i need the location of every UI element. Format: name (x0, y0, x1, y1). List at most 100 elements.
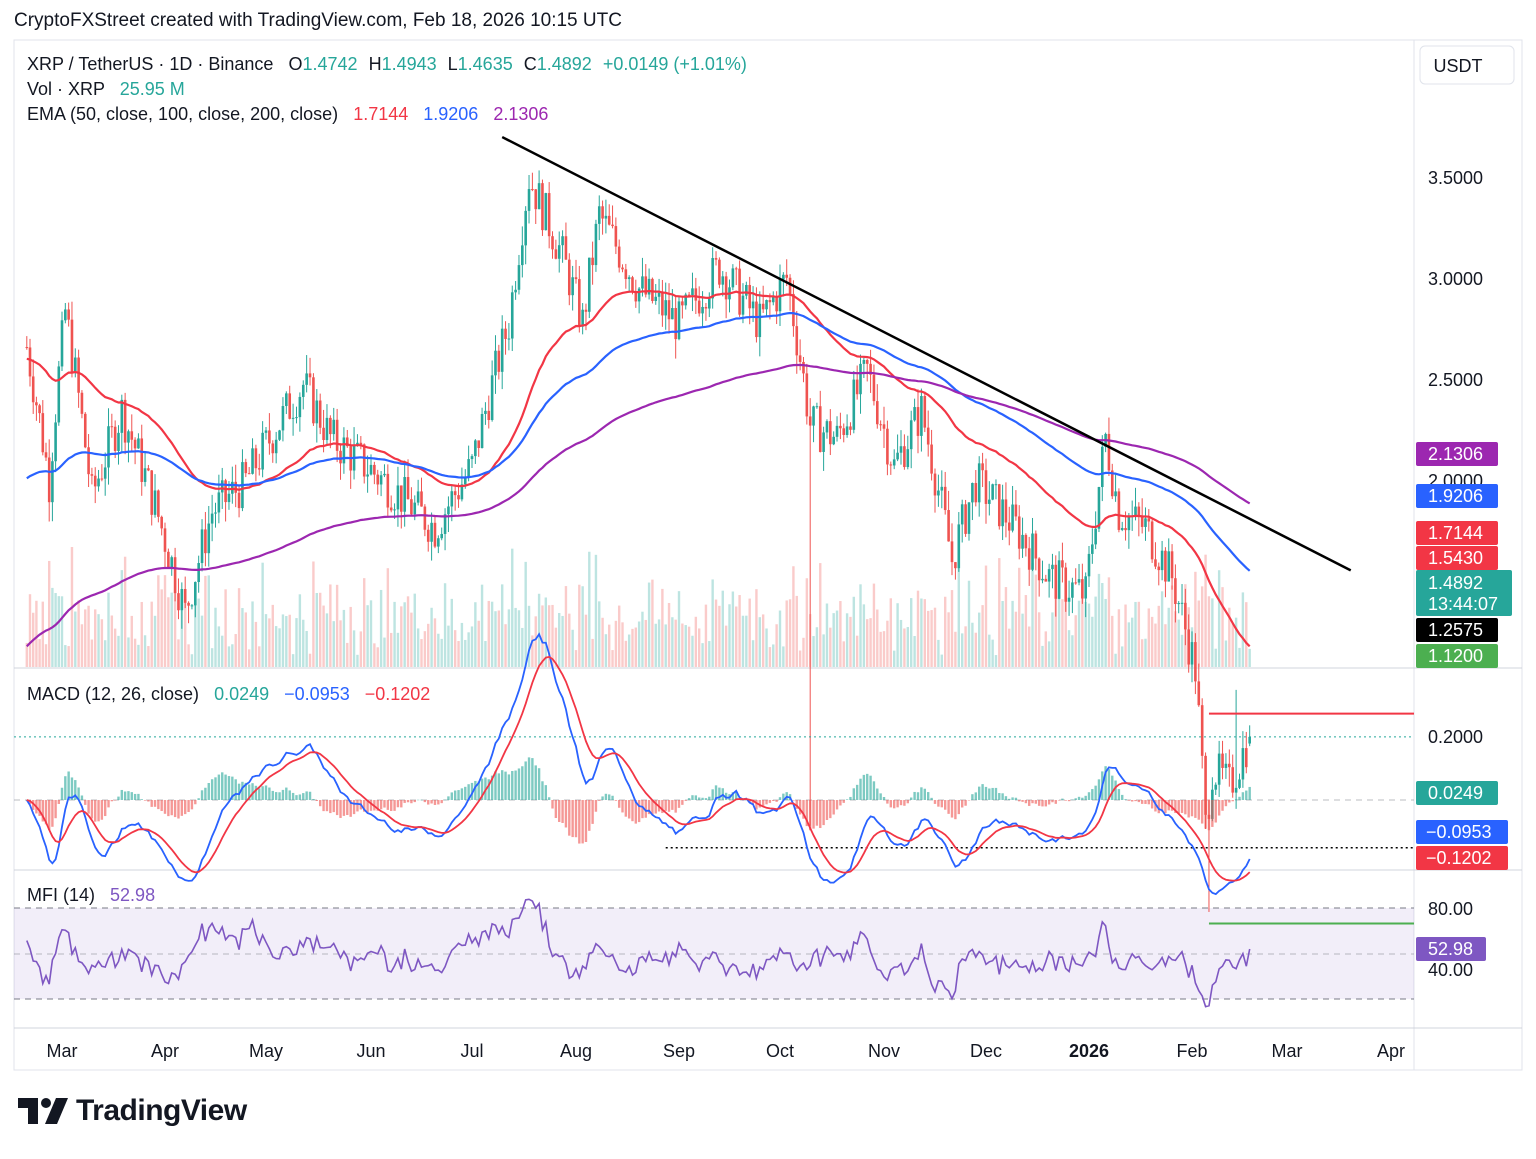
volume-bar (460, 622, 464, 667)
volume-bar (694, 616, 698, 667)
macd-histogram-bar (855, 784, 859, 800)
candle-body (554, 249, 558, 259)
candle-body (443, 514, 447, 534)
candle-body (1164, 550, 1167, 582)
candle-body (160, 516, 163, 529)
macd-histogram-bar (410, 800, 413, 804)
macd-histogram-bar (947, 800, 950, 814)
volume-bar (984, 565, 988, 667)
macd-histogram-bar (604, 793, 608, 800)
volume-bar (1204, 554, 1207, 667)
macd-histogram-bar (1177, 800, 1180, 814)
volume-bar (406, 596, 410, 667)
macd-histogram-bar (913, 791, 916, 800)
macd-histogram-bar (467, 784, 470, 800)
macd-histogram-bar (271, 790, 274, 800)
candle-body (410, 499, 413, 515)
candle-body (724, 276, 728, 300)
volume-bar (927, 610, 930, 667)
candle-body (594, 223, 598, 266)
candle-body (551, 236, 554, 250)
volume-bar (998, 558, 1001, 667)
macd-histogram-bar (627, 800, 631, 819)
candle-body (708, 298, 711, 309)
price-tick: 3.0000 (1428, 269, 1483, 289)
macd-histogram-bar (247, 784, 251, 800)
volume-bar (1207, 596, 1211, 667)
currency-button[interactable] (1419, 45, 1515, 85)
macd-histogram-bar (517, 768, 521, 800)
macd-histogram-bar (1241, 792, 1245, 800)
macd-histogram-bar (634, 800, 638, 824)
macd-histogram-bar (60, 787, 64, 800)
macd-histogram-bar (751, 800, 755, 804)
macd-histogram-bar (617, 800, 621, 808)
macd-histogram-bar (143, 800, 147, 801)
macd-histogram-bar (795, 800, 798, 809)
volume-bar (490, 601, 494, 667)
volume-bar (564, 586, 568, 667)
candle-body (1214, 784, 1218, 790)
volume-bar (1167, 607, 1170, 667)
candle-body (657, 292, 661, 297)
candle-body (768, 300, 772, 303)
mfi-legend-value: 52.98 (110, 885, 155, 905)
chart-svg[interactable]: USDT XRP / TetherUS · 1D · Binance O1.47… (0, 0, 1536, 1080)
candle-body (359, 442, 363, 445)
candle-body (1194, 642, 1197, 682)
macd-histogram-bar (32, 800, 35, 810)
candle-body (180, 589, 184, 611)
macd-histogram-bar (1184, 800, 1187, 815)
volume-bar (1037, 612, 1041, 667)
candle-body (1017, 516, 1021, 549)
candle-body (641, 276, 644, 289)
candle-body (130, 431, 134, 440)
volume-bar (60, 596, 64, 667)
macd-histogram-bar (278, 792, 281, 800)
main-legend: XRP / TetherUS · 1D · Binance O1.4742 H1… (27, 54, 747, 124)
candle-body (383, 473, 386, 476)
candle-body (899, 446, 903, 453)
volume-bar (453, 630, 457, 667)
candle-body (217, 492, 221, 513)
svg-text:XRP / TetherUS · 1D · Binance: XRP / TetherUS · 1D · Binance O1.4742 H1… (27, 54, 747, 74)
macd-histogram-bar (674, 800, 677, 813)
support-badge-text: 1.1200 (1428, 646, 1483, 666)
last-price-badge-text: 1.4892 (1428, 573, 1483, 593)
price-tick: 2.5000 (1428, 370, 1483, 390)
candle-body (264, 430, 268, 433)
macd-histogram-bar (332, 800, 335, 813)
volume-bar (852, 596, 856, 667)
macd-histogram-bar (318, 800, 322, 807)
volume-bar (748, 598, 751, 667)
volume-bar (1004, 587, 1008, 667)
macd-histogram-bar (497, 773, 501, 800)
macd-histogram-bar (167, 800, 170, 817)
candle-body (1087, 553, 1091, 577)
candle-body (896, 452, 899, 460)
macd-histogram-bar (366, 800, 369, 813)
volume-bar (621, 622, 624, 667)
volume-bar (48, 560, 51, 667)
candle-body (123, 399, 127, 443)
currency-label: USDT (1434, 56, 1483, 76)
tradingview-logo[interactable]: TradingView (18, 1094, 247, 1128)
volume-bar (644, 619, 647, 667)
candle-body (430, 522, 433, 542)
macd-histogram-bar (400, 800, 403, 808)
legend-low: 1.4635 (458, 54, 513, 74)
candle-body (614, 226, 618, 247)
candle-body (400, 485, 403, 512)
candle-body (664, 300, 668, 316)
macd-histogram-bar (1224, 800, 1228, 807)
macd-histogram-bar (1157, 800, 1160, 814)
macd-histogram-bar (647, 800, 651, 815)
volume-bar (288, 614, 291, 667)
hist-badge (1416, 781, 1498, 805)
volume-bar (305, 630, 308, 667)
macd-histogram-bar (923, 788, 926, 800)
volume-bar (1150, 616, 1154, 667)
tradingview-logo-icon (18, 1098, 68, 1124)
volume-bar (143, 635, 147, 667)
macd-histogram-bar (974, 792, 977, 800)
